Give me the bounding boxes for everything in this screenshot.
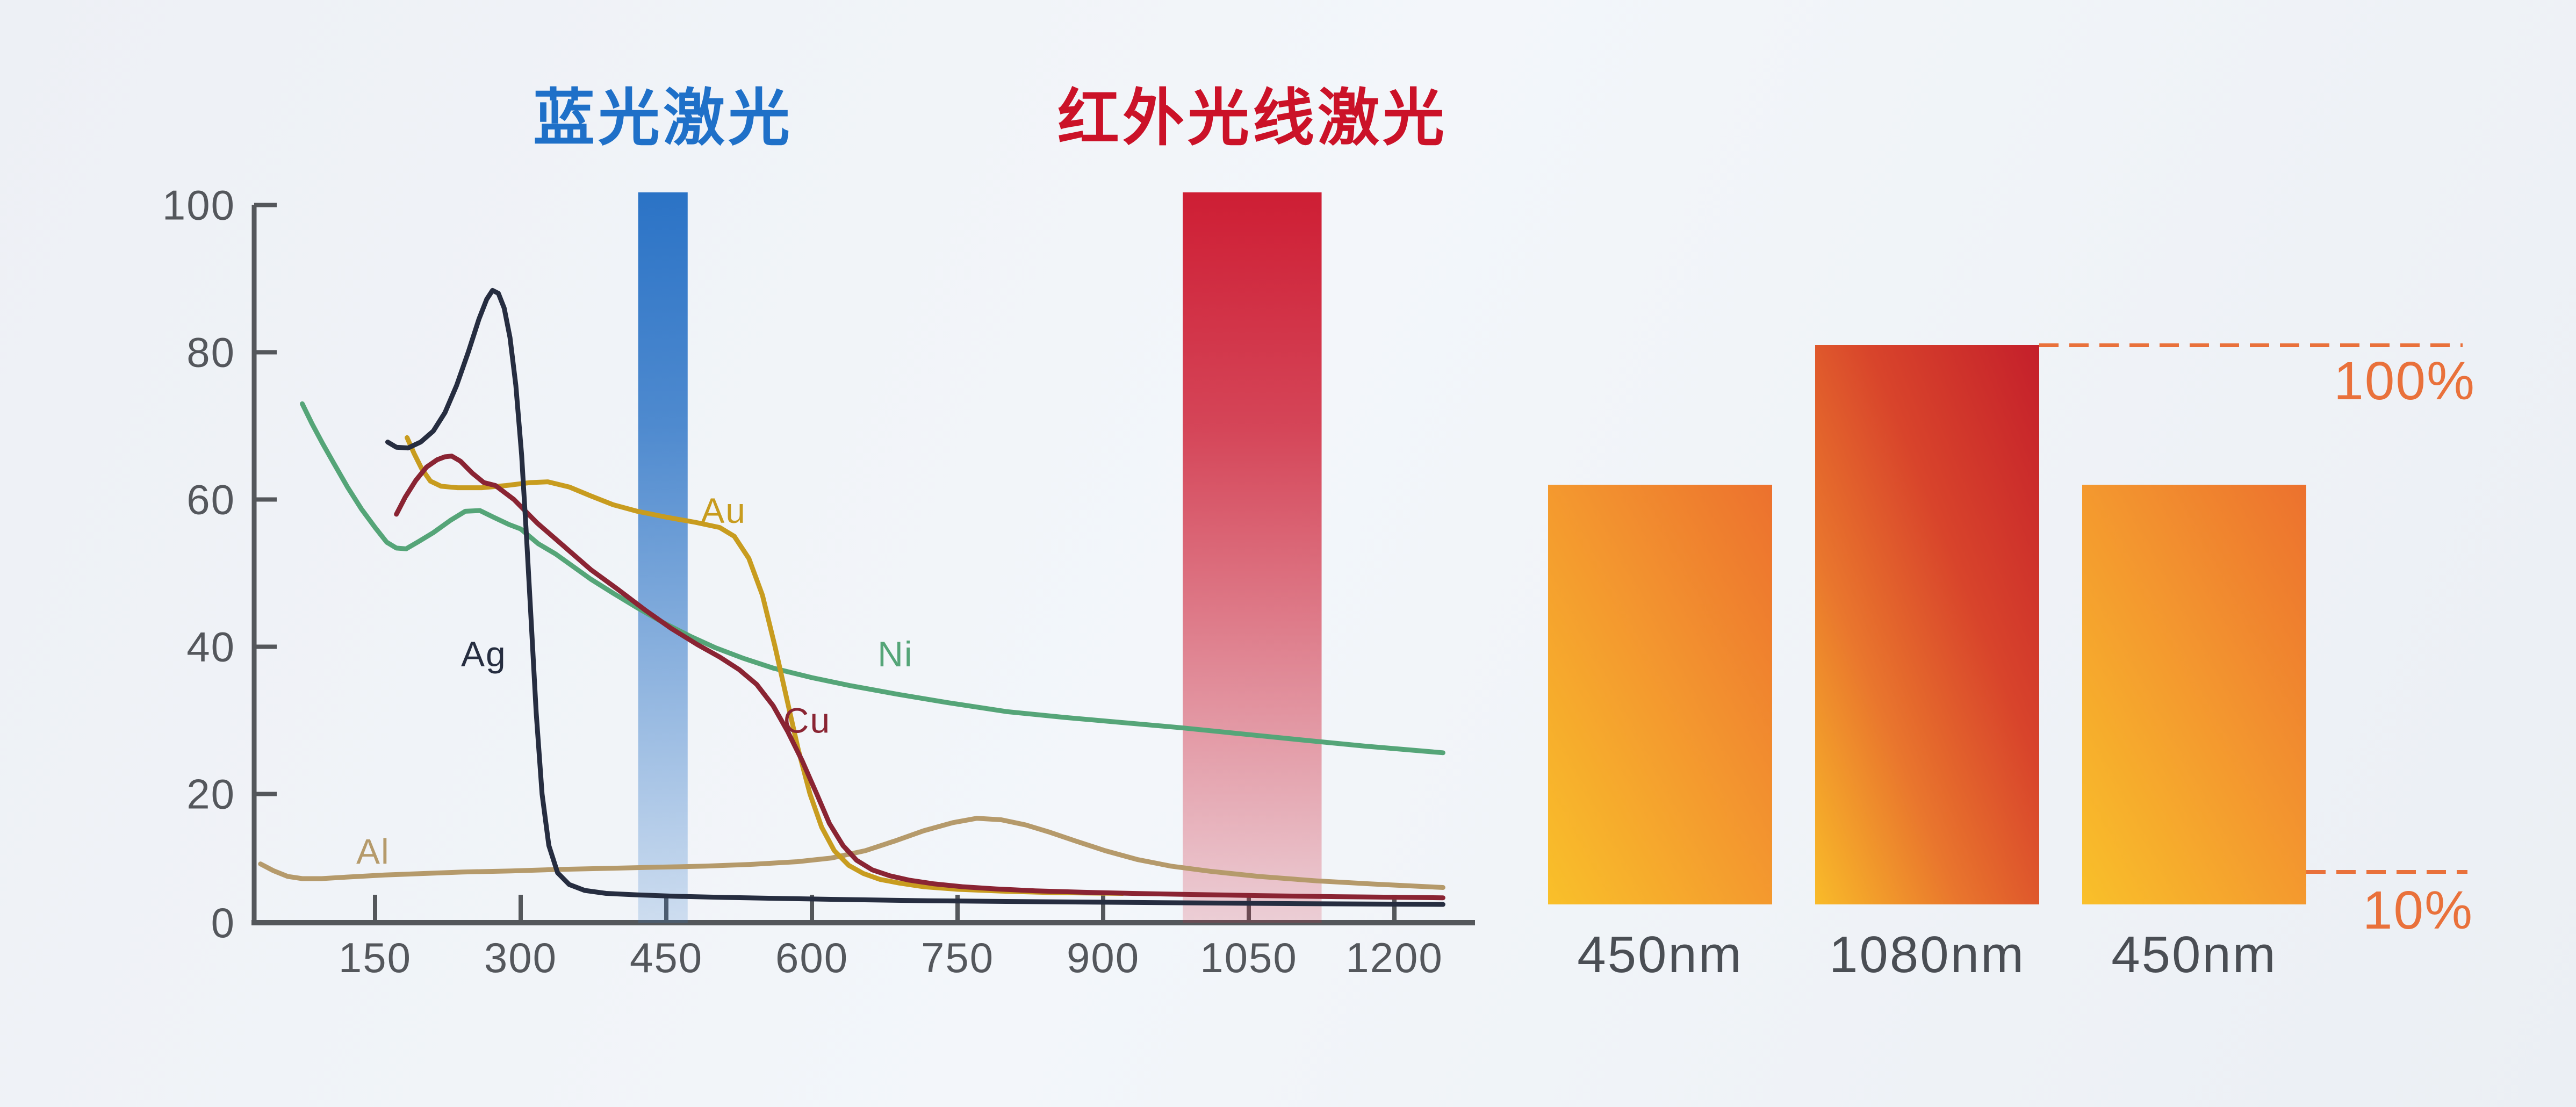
y-tick-label: 20 bbox=[186, 771, 235, 818]
x-tick-label: 1050 bbox=[1200, 934, 1298, 981]
curve-Cu bbox=[394, 454, 1445, 901]
blue-laser-band bbox=[638, 192, 688, 923]
bar-label-450nm-right: 450nm bbox=[2111, 926, 2277, 983]
curve-label-Au: Au bbox=[701, 491, 746, 530]
infrared-laser-band bbox=[1183, 192, 1322, 923]
x-tick-label: 1200 bbox=[1345, 934, 1443, 981]
curve-Au bbox=[405, 435, 1125, 896]
blue-laser-title: 蓝光激光 bbox=[533, 84, 793, 153]
x-tick-label: 600 bbox=[775, 934, 848, 981]
x-tick-label: 300 bbox=[484, 934, 557, 981]
curve-Ag bbox=[385, 287, 1445, 907]
reference-line-100pct bbox=[2039, 343, 2463, 347]
label-10pct: 10% bbox=[2362, 880, 2474, 940]
infrared-laser-title: 红外光线激光 bbox=[1057, 84, 1448, 153]
y-tick-label: 80 bbox=[186, 329, 235, 376]
reference-line-10pct bbox=[2306, 870, 2467, 874]
bar-1080nm bbox=[1815, 345, 2039, 904]
y-tick-label: 60 bbox=[186, 476, 235, 523]
curve-label-Al: Al bbox=[356, 831, 390, 871]
y-tick-label: 0 bbox=[211, 899, 235, 946]
curve-label-Cu: Cu bbox=[783, 701, 831, 741]
x-tick-label: 900 bbox=[1067, 934, 1140, 981]
bar-label-1080nm: 1080nm bbox=[1829, 926, 2025, 983]
x-tick-label: 150 bbox=[339, 934, 412, 981]
y-tick-label: 40 bbox=[186, 623, 235, 671]
bar-label-450nm-left: 450nm bbox=[1577, 926, 1743, 983]
x-tick-label: 450 bbox=[630, 934, 703, 981]
label-100pct: 100% bbox=[2334, 351, 2476, 411]
bar-450nm-right bbox=[2082, 485, 2306, 904]
bar-450nm-left bbox=[1548, 485, 1772, 904]
curve-Ni bbox=[300, 401, 1445, 756]
y-tick-label: 100 bbox=[162, 182, 235, 229]
x-tick-label: 750 bbox=[921, 934, 994, 981]
curve-label-Ag: Ag bbox=[461, 634, 507, 674]
curve-label-Ni: Ni bbox=[877, 634, 913, 674]
